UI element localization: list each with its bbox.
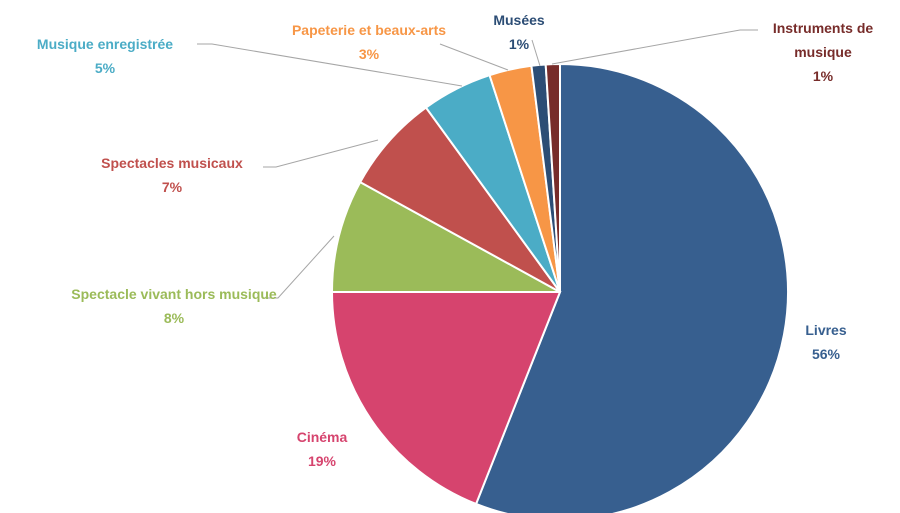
category-name: Cinéma: [296, 429, 348, 445]
category-name: Musées: [493, 12, 545, 28]
value-label: 1%: [812, 68, 834, 84]
value-label: 7%: [161, 179, 183, 195]
slice-label: Papeterie et beaux-arts 3%: [269, 18, 469, 66]
category-name: Spectacle vivant hors musique: [71, 286, 277, 302]
pie-slice: [330, 291, 562, 506]
pie-slice: [474, 62, 789, 513]
pie-slice: [330, 180, 561, 293]
value-label: 8%: [163, 310, 185, 326]
category-name: Livres: [805, 322, 847, 338]
slice-label: Spectacle vivant hors musique 8%: [69, 282, 279, 330]
category-name: Spectacles musicaux: [101, 155, 243, 171]
leader-line: [263, 139, 379, 168]
value-label: 3%: [358, 46, 380, 62]
leader-line: [197, 43, 463, 87]
leader-line: [262, 235, 335, 299]
slice-label: Musées 1%: [479, 8, 559, 56]
value-label: 5%: [94, 60, 116, 76]
leader-line: [531, 39, 541, 67]
value-label: 19%: [307, 453, 337, 469]
leader-line: [439, 43, 509, 71]
category-name: Papeterie et beaux-arts: [291, 22, 447, 38]
value-label: 1%: [508, 36, 530, 52]
slice-label: Livres 56%: [766, 318, 886, 366]
category-name: Musique enregistrée: [36, 36, 174, 52]
category-name: Instruments de musique: [772, 20, 874, 60]
value-label: 56%: [811, 346, 841, 362]
leader-line: [551, 29, 758, 65]
slice-label: Spectacles musicaux 7%: [72, 151, 272, 199]
slice-label: Instruments de musique 1%: [763, 16, 883, 88]
slice-label: Cinéma 19%: [262, 425, 382, 473]
slice-label: Musique enregistrée 5%: [5, 32, 205, 80]
